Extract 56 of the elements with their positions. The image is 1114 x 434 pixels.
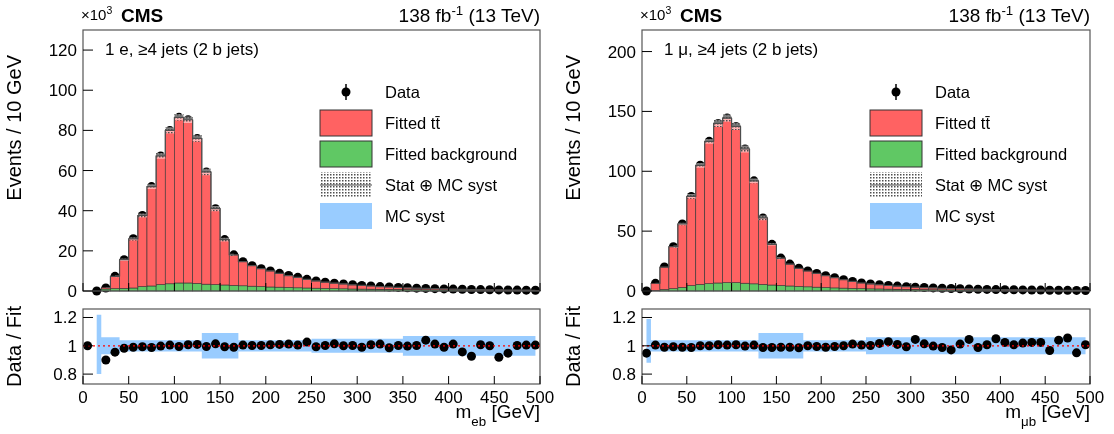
legend-label: Stat ⊕ MC syst <box>385 176 498 194</box>
legend-label: Fitted background <box>385 145 518 163</box>
y-tick-label: 1.2 <box>612 308 636 328</box>
x-tick-label: 200 <box>251 388 280 407</box>
x-tick-label: 300 <box>896 388 925 407</box>
y-tick-label: 100 <box>607 162 636 182</box>
y-axis-title: Data / Fit <box>562 305 584 388</box>
x-tick-label: 100 <box>160 388 189 407</box>
legend-label: MC syst <box>385 207 445 225</box>
legend-label: Data <box>935 83 971 101</box>
x-tick-label: 250 <box>297 388 326 407</box>
y-tick-label: 100 <box>48 81 77 101</box>
y-tick-label: 150 <box>607 102 636 122</box>
y-tick-label: 40 <box>58 201 77 221</box>
y-tick-label: 0 <box>67 282 77 301</box>
x-tick-label: 50 <box>119 388 139 407</box>
y-tick-label: 1 <box>67 336 77 356</box>
legend-label: Fitted tt̄ <box>385 114 441 132</box>
legend-label: Stat ⊕ MC syst <box>935 176 1048 194</box>
x-tick-label: 400 <box>986 388 1015 407</box>
y-axis-title: Events / 10 GeV <box>3 54 25 201</box>
text: 138 fb$^{-1}$ (13 TeV) <box>398 2 540 26</box>
y-tick-label: 1.2 <box>53 308 77 328</box>
text: ×10$^{3}$ <box>81 4 113 23</box>
y-tick-label: 60 <box>58 161 77 181</box>
text: CMS <box>121 5 164 26</box>
y-tick-label: 0 <box>626 282 636 301</box>
annotation: 1 e, ≥4 jets (2 b jets) <box>105 40 259 59</box>
x-tick-label: 150 <box>205 388 235 407</box>
y-tick-label: 50 <box>617 222 636 242</box>
text: CMS <box>680 5 723 26</box>
x-tick-label: 400 <box>434 388 463 407</box>
y-tick-label: 120 <box>48 41 77 61</box>
y-axis-title: Data / Fit <box>3 305 25 388</box>
y-tick-label: 20 <box>58 241 77 261</box>
y-axis-title: Events / 10 GeV <box>562 54 584 201</box>
x-tick-label: 350 <box>941 388 970 407</box>
legend-label: MC syst <box>935 207 995 225</box>
text: 138 fb$^{-1}$ (13 TeV) <box>948 2 1090 26</box>
x-tick-label: 250 <box>851 388 881 407</box>
x-tick-label: 100 <box>717 388 746 407</box>
x-tick-label: 350 <box>388 388 418 407</box>
legend-label: Fitted background <box>935 145 1068 163</box>
y-tick-label: 0.8 <box>612 365 636 385</box>
x-tick-label: 50 <box>677 388 697 407</box>
x-tick-label: 300 <box>343 388 372 407</box>
legend-label: Fitted tt̄ <box>935 114 991 132</box>
legend-label: Data <box>385 83 421 101</box>
y-tick-label: 200 <box>607 42 636 62</box>
x-tick-label: 200 <box>807 388 836 407</box>
annotation: 1 μ, ≥4 jets (2 b jets) <box>664 40 819 59</box>
x-tick-label: 150 <box>762 388 791 407</box>
y-tick-label: 1 <box>626 336 636 356</box>
y-tick-label: 0.8 <box>53 365 77 385</box>
text: ×10$^{3}$ <box>640 4 672 23</box>
y-tick-label: 80 <box>58 121 77 141</box>
